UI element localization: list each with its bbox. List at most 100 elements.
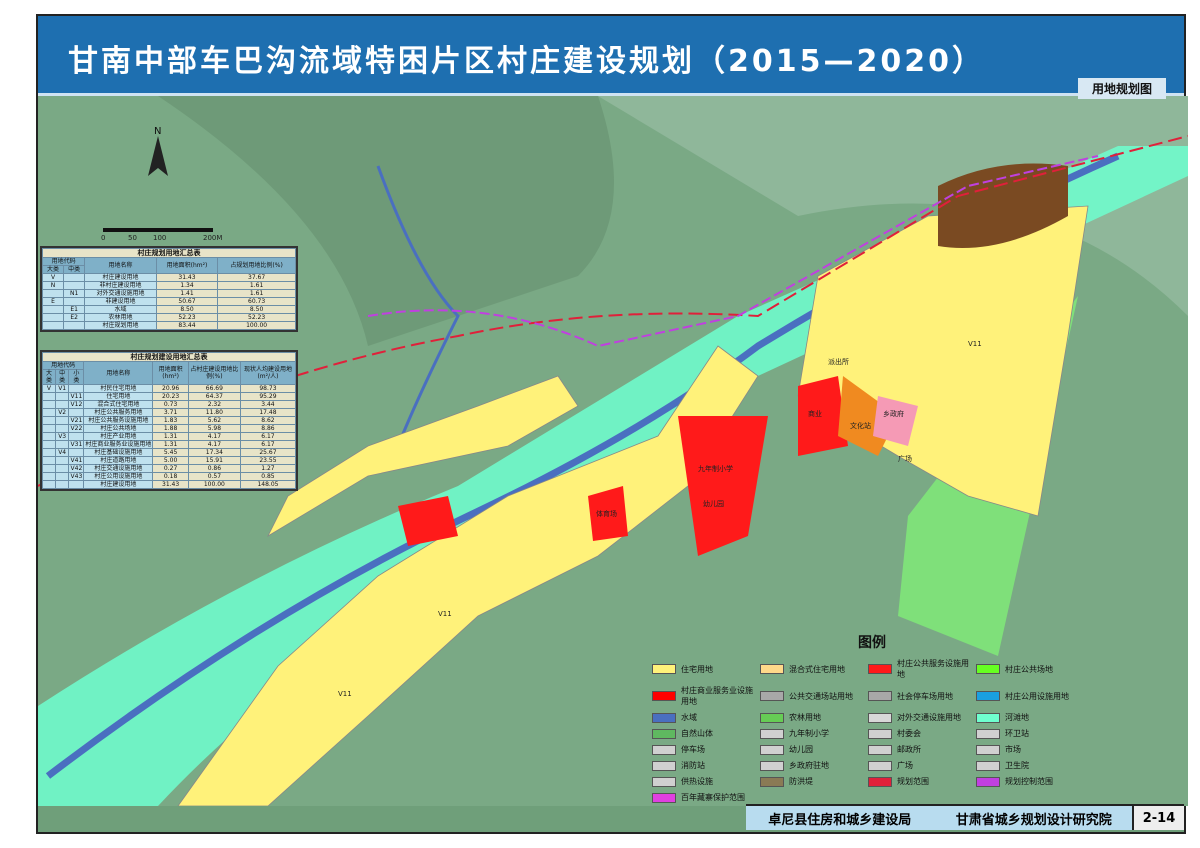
legend-swatch-icon xyxy=(868,744,892,755)
legend-swatch-icon xyxy=(760,728,784,739)
legend-item: 消防站 xyxy=(652,760,760,771)
table-row: V43 村庄公用设施用地 0.18 0.57 0.85 xyxy=(42,472,297,481)
design-org: 甘肃省城乡规划设计研究院 xyxy=(955,812,1112,828)
legend-swatch-icon xyxy=(976,776,1000,787)
table-cell: 52.23 xyxy=(217,313,296,322)
legend-label: 百年藏寨保护范围 xyxy=(681,793,745,802)
table-cell: 村庄公共服务设施用地 xyxy=(83,416,154,425)
table-cell: 5.98 xyxy=(187,424,241,433)
table-cell: V4 xyxy=(54,448,70,457)
table-cell: 0.57 xyxy=(187,472,241,481)
table-cell xyxy=(42,440,56,449)
legend-label: 村庄公用设施用地 xyxy=(1005,691,1069,701)
legend-item: 规划范围 xyxy=(868,776,976,787)
legend-label: 村委会 xyxy=(897,729,921,738)
table-cell: 4.17 xyxy=(187,432,241,441)
table-cell xyxy=(63,297,86,306)
table-cell: 4.17 xyxy=(187,440,241,449)
table-row: 村庄建设用地 31.43 100.00 148.05 xyxy=(42,480,297,489)
page-title: 甘南中部车巴沟流域特困片区村庄建设规划（2015—2020） xyxy=(68,44,985,79)
footer-orgs: 卓尼县住房和城乡建设局 甘肃省城乡规划设计研究院 xyxy=(746,804,1134,830)
table-cell: N1 xyxy=(63,289,86,298)
col-header: 现状人均建设用地(m²/人) xyxy=(239,361,297,385)
stream xyxy=(376,165,460,447)
legend-swatch-icon xyxy=(976,728,1000,739)
land-summary-table: 村庄规划用地汇总表 用地代码 用地名称 用地面积(hm²) 占规划用地比例(%) 大类… xyxy=(40,246,298,332)
scale-label: 50 xyxy=(128,234,137,242)
table-cell xyxy=(54,400,70,409)
legend-label: 规划范围 xyxy=(897,777,929,786)
legend-label: 乡政府驻地 xyxy=(789,761,829,770)
table-cell xyxy=(54,464,70,473)
table-cell: 23.55 xyxy=(239,456,297,465)
table-row: 村庄规划用地 83.44 100.00 xyxy=(41,321,296,330)
public-service-site xyxy=(678,416,768,556)
legend-item: 水域 xyxy=(652,712,760,723)
table-cell xyxy=(68,480,85,489)
commerce-site xyxy=(798,376,848,456)
table-cell: 村庄商业服务业设施用地 xyxy=(83,440,154,449)
table-cell: 6.17 xyxy=(239,432,297,441)
table-cell: V42 xyxy=(68,464,85,473)
legend-swatch-icon xyxy=(976,664,1000,674)
table-cell: V2 xyxy=(54,408,70,417)
col-header: 用地名称 xyxy=(83,361,154,385)
table-cell xyxy=(42,464,56,473)
table-cell: 1.61 xyxy=(217,281,296,290)
legend-item: 环卫站 xyxy=(976,728,1084,739)
table-row: V V1 村民住宅用地 20.96 66.69 98.73 xyxy=(42,384,297,393)
table-cell xyxy=(42,392,56,401)
table-cell xyxy=(41,313,65,322)
table-cell: V41 xyxy=(68,456,85,465)
map-label: 文化站 xyxy=(850,421,871,430)
legend-item: 混合式住宅用地 xyxy=(760,658,868,680)
legend-item: 自然山体 xyxy=(652,728,760,739)
sports-field xyxy=(588,486,628,541)
table-row: V 村庄建设用地 31.43 37.67 xyxy=(41,273,296,282)
table-cell: 村庄产业用地 xyxy=(83,432,154,441)
legend-swatch-icon xyxy=(976,760,1000,771)
legend: 图例 住宅用地 混合式住宅用地 村庄公共服务设施用地 村庄公共场地 村庄商业服务业设施用… xyxy=(652,632,1092,803)
table-cell: 村庄道路用地 xyxy=(83,456,154,465)
legend-label: 公共交通场站用地 xyxy=(789,691,853,701)
table-cell: V11 xyxy=(68,392,85,401)
table-cell xyxy=(54,416,70,425)
table-cell: 1.31 xyxy=(152,440,189,449)
col-header: 用地代码 xyxy=(41,361,85,370)
table-cell: 0.73 xyxy=(152,400,189,409)
legend-label: 村庄公共场地 xyxy=(1005,664,1053,674)
legend-label: 供热设施 xyxy=(681,777,713,786)
table-cell xyxy=(42,408,56,417)
table-cell xyxy=(41,289,65,298)
table-cell: 95.29 xyxy=(239,392,297,401)
table-cell xyxy=(42,448,56,457)
table-cell: 对外交通设施用地 xyxy=(84,289,157,298)
legend-label: 自然山体 xyxy=(681,729,713,738)
col-header: 中类 xyxy=(63,265,86,274)
table-cell: 村庄基础设施用地 xyxy=(83,448,154,457)
legend-swatch-icon xyxy=(760,744,784,755)
sheet-number: 2-14 xyxy=(1132,804,1184,830)
table-cell: 非村庄建设用地 xyxy=(84,281,157,290)
table-cell: 1.41 xyxy=(155,289,219,298)
land-use-map: N 0 50 100 200M 派出所 商业 文化站 乡政府 广场 九年制小学 … xyxy=(38,96,1188,806)
table-cell: 5.00 xyxy=(152,456,189,465)
legend-label: 住宅用地 xyxy=(681,664,713,674)
legend-swatch-icon xyxy=(652,728,676,739)
table-cell: 5.62 xyxy=(187,416,241,425)
legend-item: 广场 xyxy=(868,760,976,771)
legend-label: 广场 xyxy=(897,761,913,770)
table-cell: 0.85 xyxy=(239,472,297,481)
legend-item: 村庄公共服务设施用地 xyxy=(868,658,976,680)
table-cell: 20.96 xyxy=(152,384,189,393)
legend-label: 停车场 xyxy=(681,745,705,754)
legend-swatch-icon xyxy=(760,664,784,674)
table-cell: 2.32 xyxy=(187,400,241,409)
table-cell: 8.86 xyxy=(239,424,297,433)
legend-label: 九年制小学 xyxy=(789,729,829,738)
legend-label: 社会停车场用地 xyxy=(897,691,953,701)
map-subtitle: 用地规划图 xyxy=(1077,78,1166,99)
table-cell: 66.69 xyxy=(187,384,241,393)
table-cell xyxy=(68,408,85,417)
legend-title: 图例 xyxy=(858,635,886,651)
